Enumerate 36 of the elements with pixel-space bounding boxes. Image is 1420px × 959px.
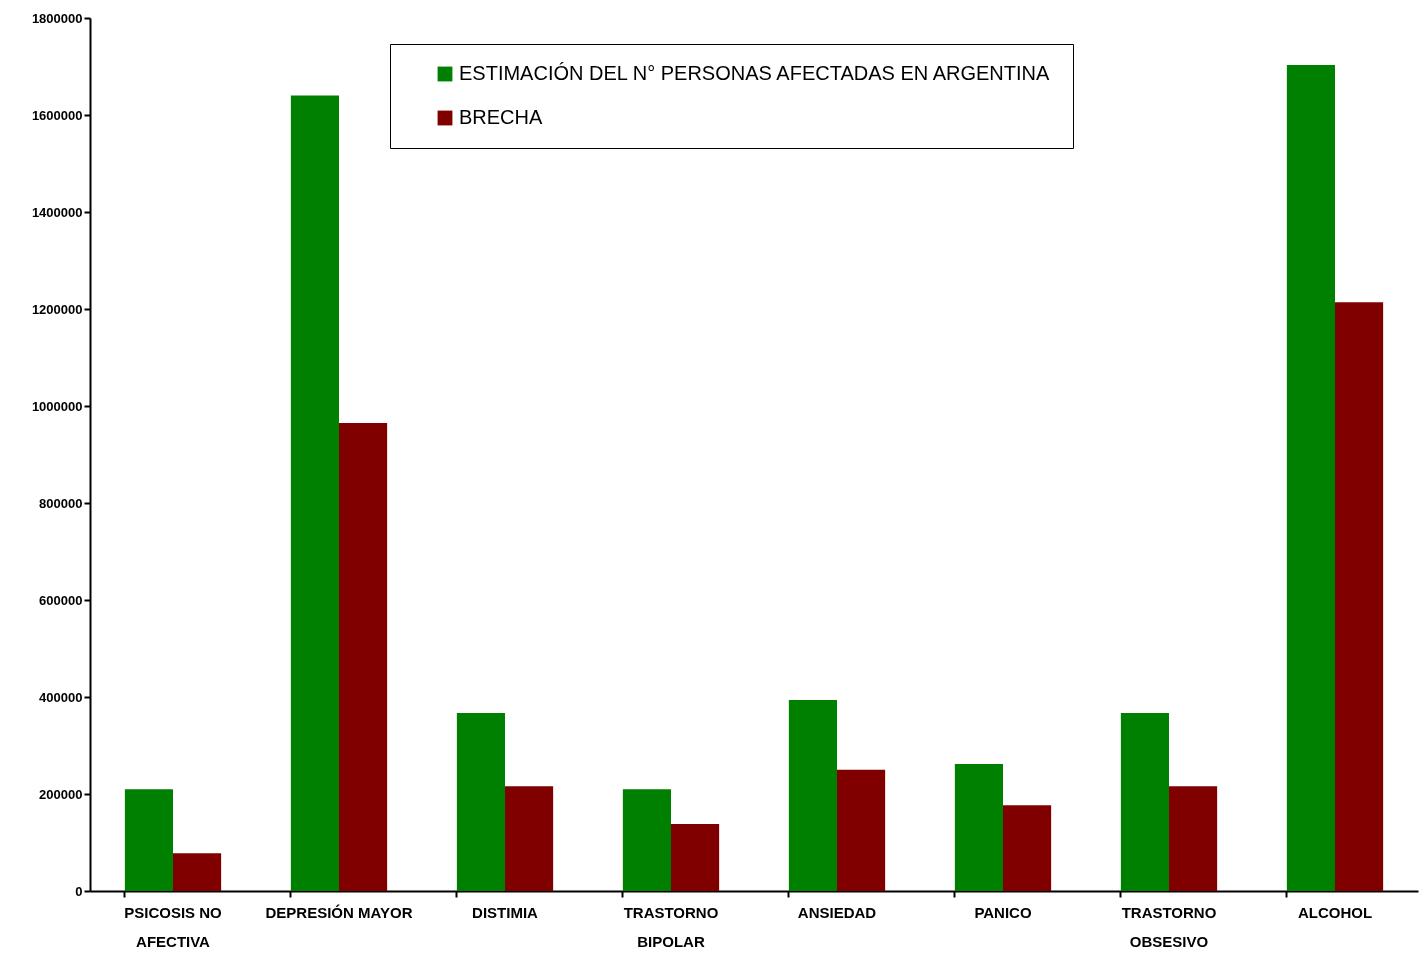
bar [837, 769, 886, 891]
y-tick-label: 1600000 [31, 107, 83, 123]
bar [290, 95, 339, 891]
legend-label: ESTIMACIÓN DEL N° PERSONAS AFECTADAS EN ARGENTINA [459, 62, 1050, 84]
y-tick-label: 200000 [39, 786, 83, 802]
legend-label: BRECHA [459, 106, 544, 128]
x-tick-label: ANSIEDAD [797, 903, 877, 921]
bar [339, 422, 388, 891]
y-tick-label: 600000 [39, 592, 83, 608]
bar [1003, 805, 1052, 891]
bar [1169, 786, 1218, 891]
bar [1335, 302, 1384, 891]
x-tick-label: TRASTORNO BIPOLAR [623, 903, 719, 950]
y-tick-label: 1800000 [31, 10, 83, 26]
x-tick-label: DISTIMIA [472, 903, 539, 921]
bar [1286, 65, 1335, 891]
bar [173, 853, 222, 891]
bar [1120, 713, 1169, 891]
x-tick-label: TRASTORNO OBSESIVO [1121, 903, 1217, 950]
y-tick-label: 1200000 [31, 301, 83, 317]
x-tick-label: DEPRESIÓN MAYOR [265, 903, 413, 921]
x-tick-label: PSICOSIS NO AFECTIVA [124, 903, 223, 950]
bar [124, 789, 173, 891]
y-tick-label: 400000 [39, 689, 83, 705]
bar [671, 824, 720, 891]
x-tick-label: PANICO [974, 903, 1032, 921]
bar [456, 713, 505, 891]
y-tick-label: 1000000 [31, 398, 83, 414]
bar [954, 763, 1003, 891]
bar [622, 789, 671, 891]
x-tick-label: ALCOHOL [1297, 903, 1373, 921]
bar [505, 786, 554, 891]
bar [788, 699, 837, 891]
y-tick-label: 800000 [39, 495, 83, 511]
y-tick-label: 0 [75, 883, 83, 899]
y-tick-label: 1400000 [31, 204, 83, 220]
